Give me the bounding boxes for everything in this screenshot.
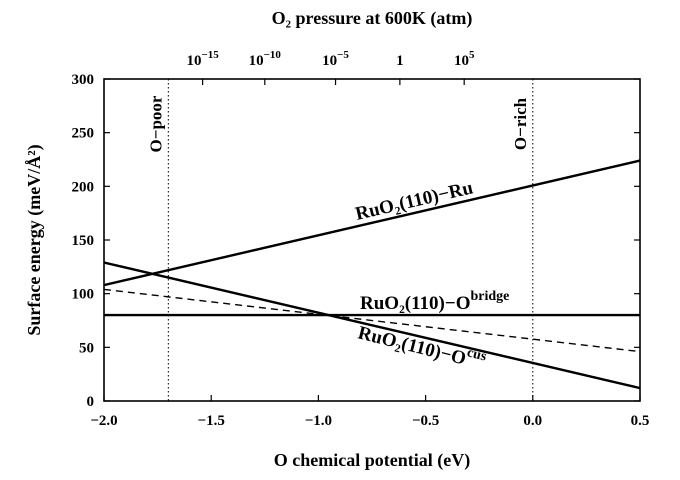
top-tick-label: 10−5 <box>322 49 349 69</box>
y-tick-label: 200 <box>72 179 95 195</box>
top-tick-label: 10−15 <box>186 49 219 69</box>
vertical-marker-label-0: O−poor <box>146 95 165 152</box>
y-tick-label: 50 <box>79 340 94 356</box>
y-tick-label: 100 <box>72 287 95 303</box>
y-tick-label: 250 <box>72 126 95 142</box>
series-line-2 <box>104 261 640 390</box>
series-line-0 <box>104 159 640 287</box>
vertical-marker-label-1: O−rich <box>511 97 530 150</box>
series-label-obridge: RuO₂(110)−Obridge <box>360 289 509 314</box>
x-tick-label: 0.5 <box>631 413 650 429</box>
top-axis-title: O₂ pressure at 600K (atm) <box>272 8 473 29</box>
x-tick-label: 0.0 <box>523 413 542 429</box>
x-tick-label: −1.5 <box>198 413 225 429</box>
y-tick-label: 300 <box>72 72 95 88</box>
plot-frame <box>103 78 641 402</box>
top-tick-label: 10−10 <box>249 49 282 69</box>
x-tick-label: −1.0 <box>305 413 332 429</box>
top-tick-label: 105 <box>454 49 475 69</box>
series-label-ru: RuO₂(110)−Ru <box>353 177 475 225</box>
top-tick-label: 1 <box>396 53 404 69</box>
series-line-3 <box>104 288 640 353</box>
x-tick-label: −0.5 <box>412 413 439 429</box>
y-axis-title: Surface energy (meV/Å²) <box>24 144 45 335</box>
y-tick-label: 150 <box>72 233 95 249</box>
x-axis-title: O chemical potential (eV) <box>274 450 470 471</box>
series-label-ocus: RuO₂(110)−Ocus <box>356 319 489 375</box>
y-tick-label: 0 <box>87 394 95 410</box>
x-tick-label: −2.0 <box>90 413 117 429</box>
